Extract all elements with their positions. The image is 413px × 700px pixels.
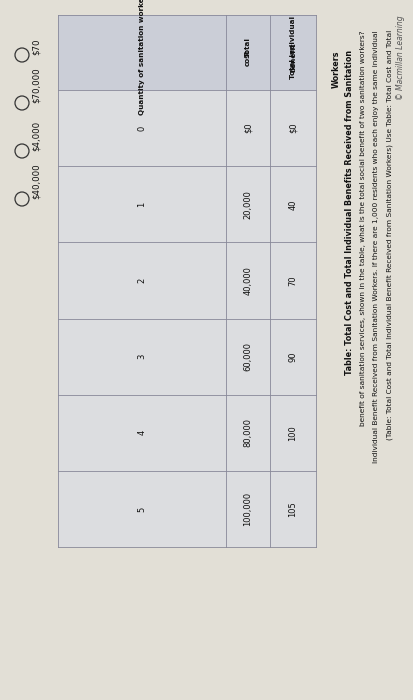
Text: Table: Total Cost and Total Individual Benefits Received from Sanitation: Table: Total Cost and Total Individual B…: [345, 50, 354, 375]
Text: $0: $0: [288, 122, 297, 134]
Text: 5: 5: [137, 506, 146, 512]
Text: Individual Benefit Received from Sanitation Workers. If there are 1,000 resident: Individual Benefit Received from Sanitat…: [373, 30, 379, 463]
Text: 0: 0: [137, 125, 146, 131]
Text: 100: 100: [288, 425, 297, 440]
Text: $70: $70: [31, 38, 40, 55]
Text: Total individual: Total individual: [289, 16, 295, 79]
Text: © Macmillan Learning: © Macmillan Learning: [395, 15, 404, 99]
Text: 20,000: 20,000: [243, 190, 252, 218]
Text: 1: 1: [137, 202, 146, 207]
Text: 80,000: 80,000: [243, 418, 252, 447]
Text: 4: 4: [137, 430, 146, 435]
Text: $0: $0: [243, 122, 252, 134]
Text: benefit: benefit: [289, 43, 295, 72]
Text: 100,000: 100,000: [243, 492, 252, 526]
Text: 2: 2: [137, 278, 146, 283]
Text: $40,000: $40,000: [31, 163, 40, 199]
Text: Total: Total: [244, 38, 250, 57]
Text: (Table: Total Cost and Total Individual Benefit Received from Sanitation Workers: (Table: Total Cost and Total Individual …: [386, 30, 392, 440]
Text: 70: 70: [288, 275, 297, 286]
Text: 40,000: 40,000: [243, 266, 252, 295]
Text: Workers: Workers: [331, 50, 340, 88]
Text: 40: 40: [288, 199, 297, 209]
Bar: [58, 15, 315, 90]
Text: $70,000: $70,000: [31, 67, 40, 103]
Text: 90: 90: [288, 351, 297, 362]
Bar: [58, 15, 315, 547]
Text: 60,000: 60,000: [243, 342, 252, 371]
Text: $4,000: $4,000: [31, 121, 40, 151]
Text: Quantity of sanitation workers: Quantity of sanitation workers: [139, 0, 145, 116]
Text: benefit of sanitation services, shown in the table, what is the total social ben: benefit of sanitation services, shown in…: [359, 30, 365, 426]
Text: 105: 105: [288, 501, 297, 517]
Text: cost: cost: [244, 49, 250, 66]
Text: 3: 3: [137, 354, 146, 359]
